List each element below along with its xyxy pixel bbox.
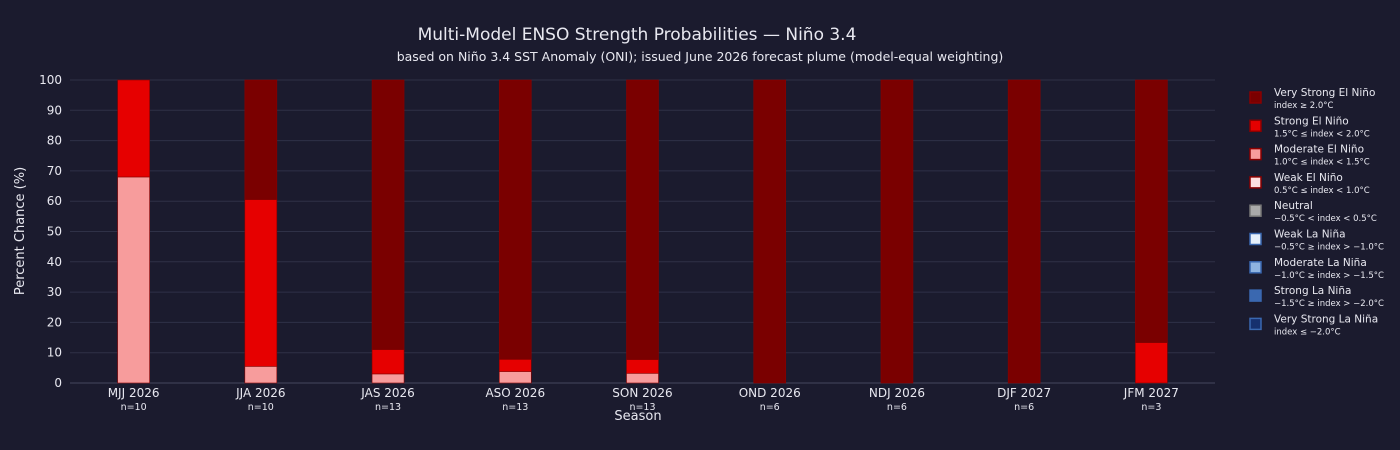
legend-item-moderate-el-nino[interactable]: Moderate El Niño 1.0°C ≤ index < 1.5°C — [1249, 144, 1370, 168]
legend-swatch — [1249, 176, 1262, 189]
y-tick-label: 70 — [47, 164, 62, 178]
bar-strong-el-nino-jas-2026 — [371, 349, 405, 375]
x-tick-label: NDJ 2026 — [869, 386, 925, 400]
y-tick-label: 50 — [47, 225, 62, 239]
x-tick-sample-size: n=3 — [1141, 402, 1161, 413]
legend-swatch — [1249, 232, 1262, 246]
y-tick-label: 0 — [54, 376, 62, 390]
legend-item-very-strong-el-nino[interactable]: Very Strong El Niño index ≥ 2.0°C — [1249, 87, 1375, 111]
legend-label: Neutral — [1274, 200, 1313, 212]
x-tick-sample-size: n=13 — [629, 402, 655, 413]
bar-strong-el-nino-mjj-2026 — [117, 79, 150, 178]
y-tick-label: 10 — [47, 346, 62, 360]
bar-strong-el-nino-son-2026 — [626, 359, 659, 374]
legend-label: Very Strong La Niña — [1274, 313, 1378, 325]
y-tick-labels: 0 10 20 30 40 50 60 70 80 90 100 — [39, 73, 62, 390]
x-tick-labels: MJJ 2026 n=10 JJA 2026 n=10 JAS 2026 n=13 ASO … — [108, 386, 1179, 413]
legend-label: Strong La Niña — [1274, 285, 1351, 297]
y-tick-label: 40 — [47, 255, 62, 269]
legend-label: Very Strong El Niño — [1274, 87, 1375, 99]
x-tick-sample-size: n=10 — [121, 402, 147, 413]
bar-moderate-el-nino-jas-2026 — [371, 373, 405, 384]
x-tick-sample-size: n=6 — [760, 402, 780, 413]
y-tick-label: 30 — [47, 285, 62, 299]
bars — [117, 79, 1168, 384]
legend-item-moderate-la-nina[interactable]: Moderate La Niña −1.0°C ≥ index > −1.5°C — [1249, 257, 1384, 281]
x-tick-label: ASO 2026 — [485, 386, 545, 400]
bar-very-strong-el-nino-ndj-2026 — [880, 79, 914, 384]
x-axis-label: Season — [614, 409, 661, 424]
bar-strong-el-nino-jfm-2027 — [1135, 342, 1168, 384]
legend-range: −0.5°C < index < 0.5°C — [1274, 214, 1377, 224]
x-tick-label: DJF 2027 — [997, 386, 1051, 400]
bar-moderate-el-nino-son-2026 — [626, 373, 659, 384]
x-tick-sample-size: n=13 — [375, 402, 401, 413]
legend-label: Weak El Niño — [1274, 172, 1343, 184]
legend-swatch — [1249, 261, 1262, 274]
bar-strong-el-nino-jja-2026 — [244, 199, 278, 367]
bar-very-strong-el-nino-aso-2026 — [498, 79, 532, 360]
bar-moderate-el-nino-jja-2026 — [244, 366, 278, 384]
y-tick-label: 60 — [47, 194, 62, 208]
x-tick-label: MJJ 2026 — [108, 386, 160, 400]
bar-very-strong-el-nino-jas-2026 — [371, 79, 405, 350]
legend-item-very-strong-la-nina[interactable]: Very Strong La Niña index ≤ −2.0°C — [1249, 313, 1378, 337]
x-tick-label: JAS 2026 — [360, 386, 415, 400]
bar-very-strong-el-nino-jja-2026 — [244, 79, 278, 200]
bar-strong-el-nino-aso-2026 — [498, 359, 532, 372]
legend-swatch — [1249, 91, 1262, 104]
legend-range: −1.5°C ≥ index > −2.0°C — [1274, 299, 1384, 309]
legend-range: index ≤ −2.0°C — [1274, 327, 1341, 337]
bar-moderate-el-nino-mjj-2026 — [117, 176, 150, 384]
legend-range: −1.0°C ≥ index > −1.5°C — [1274, 271, 1384, 281]
legend-item-strong-la-nina[interactable]: Strong La Niña −1.5°C ≥ index > −2.0°C — [1249, 285, 1384, 309]
x-tick-label: JJA 2026 — [235, 386, 285, 400]
y-axis-label: Percent Chance (%) — [13, 167, 28, 295]
legend-swatch — [1249, 317, 1262, 331]
x-tick-label: JFM 2027 — [1123, 386, 1179, 400]
legend-label: Weak La Niña — [1274, 229, 1346, 241]
bar-very-strong-el-nino-son-2026 — [626, 79, 659, 360]
bar-very-strong-el-nino-djf-2027 — [1007, 79, 1041, 384]
legend: Very Strong El Niño index ≥ 2.0°C Strong E… — [1249, 87, 1384, 337]
y-tick-label: 100 — [39, 73, 62, 87]
x-tick-label: OND 2026 — [739, 386, 801, 400]
legend-range: 1.0°C ≤ index < 1.5°C — [1274, 158, 1370, 168]
y-tick-label: 90 — [47, 103, 62, 117]
legend-swatch — [1249, 119, 1262, 133]
legend-range: 1.5°C ≤ index < 2.0°C — [1274, 129, 1370, 139]
legend-swatch — [1249, 204, 1262, 217]
legend-range: 0.5°C ≤ index < 1.0°C — [1274, 186, 1370, 196]
bar-very-strong-el-nino-jfm-2027 — [1135, 79, 1168, 344]
legend-swatch — [1249, 147, 1262, 161]
x-tick-sample-size: n=10 — [248, 402, 274, 413]
x-tick-label: SON 2026 — [612, 386, 672, 400]
chart-title: Multi-Model ENSO Strength Probabilities … — [418, 25, 857, 45]
legend-swatch — [1249, 289, 1262, 302]
bar-very-strong-el-nino-ond-2026 — [753, 79, 787, 384]
x-tick-sample-size: n=6 — [887, 402, 907, 413]
bar-moderate-el-nino-aso-2026 — [498, 371, 532, 384]
legend-item-neutral[interactable]: Neutral −0.5°C < index < 0.5°C — [1249, 200, 1377, 224]
chart-subtitle: based on Niño 3.4 SST Anomaly (ONI); iss… — [397, 49, 1004, 64]
legend-label: Strong El Niño — [1274, 115, 1349, 127]
y-tick-label: 80 — [47, 134, 62, 148]
legend-item-strong-el-nino[interactable]: Strong El Niño 1.5°C ≤ index < 2.0°C — [1249, 115, 1370, 139]
legend-label: Moderate La Niña — [1274, 257, 1367, 269]
y-tick-label: 20 — [47, 315, 62, 329]
legend-label: Moderate El Niño — [1274, 144, 1364, 156]
x-tick-sample-size: n=13 — [502, 402, 528, 413]
legend-range: −0.5°C ≥ index > −1.0°C — [1274, 243, 1384, 253]
legend-range: index ≥ 2.0°C — [1274, 101, 1334, 111]
legend-item-weak-la-nina[interactable]: Weak La Niña −0.5°C ≥ index > −1.0°C — [1249, 229, 1384, 253]
x-tick-sample-size: n=6 — [1014, 402, 1034, 413]
legend-item-weak-el-nino[interactable]: Weak El Niño 0.5°C ≤ index < 1.0°C — [1249, 172, 1370, 196]
